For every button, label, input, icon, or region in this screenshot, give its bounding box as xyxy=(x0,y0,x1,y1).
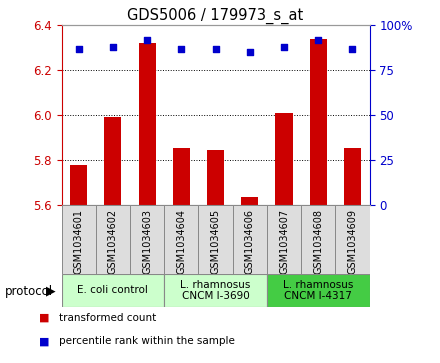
Text: L. rhamnosus
CNCM I-3690: L. rhamnosus CNCM I-3690 xyxy=(180,280,251,301)
Bar xyxy=(70,165,87,205)
Text: GSM1034602: GSM1034602 xyxy=(108,208,118,274)
Text: GSM1034606: GSM1034606 xyxy=(245,208,255,274)
Text: percentile rank within the sample: percentile rank within the sample xyxy=(59,336,235,346)
Bar xyxy=(62,205,96,274)
Bar xyxy=(96,205,130,274)
Bar xyxy=(207,150,224,205)
Bar xyxy=(241,197,258,205)
Bar xyxy=(62,274,164,307)
Bar xyxy=(233,205,267,274)
Text: protocol: protocol xyxy=(4,285,52,298)
Point xyxy=(143,37,150,43)
Bar xyxy=(275,113,293,205)
Bar xyxy=(164,274,267,307)
Point xyxy=(281,44,288,50)
Text: ■: ■ xyxy=(39,336,49,346)
Text: ■: ■ xyxy=(39,313,49,323)
Bar xyxy=(139,44,156,205)
Point xyxy=(110,44,117,50)
Text: GSM1034603: GSM1034603 xyxy=(142,208,152,274)
Point xyxy=(178,46,185,52)
Title: GDS5006 / 179973_s_at: GDS5006 / 179973_s_at xyxy=(128,8,304,24)
Bar xyxy=(173,148,190,205)
Bar xyxy=(104,118,121,205)
Text: transformed count: transformed count xyxy=(59,313,157,323)
Text: L. rhamnosus
CNCM I-4317: L. rhamnosus CNCM I-4317 xyxy=(283,280,353,301)
Bar xyxy=(335,205,370,274)
Point xyxy=(75,46,82,52)
Point xyxy=(315,37,322,43)
Bar xyxy=(130,205,164,274)
Text: ▶: ▶ xyxy=(46,285,55,298)
Text: E. coli control: E. coli control xyxy=(77,285,148,295)
Point xyxy=(349,46,356,52)
Text: GSM1034604: GSM1034604 xyxy=(176,208,187,274)
Point xyxy=(246,49,253,55)
Text: GSM1034607: GSM1034607 xyxy=(279,208,289,274)
Text: GSM1034608: GSM1034608 xyxy=(313,208,323,274)
Bar xyxy=(301,205,335,274)
Text: GSM1034605: GSM1034605 xyxy=(211,208,220,274)
Bar xyxy=(164,205,198,274)
Bar xyxy=(344,148,361,205)
Point xyxy=(212,46,219,52)
Bar xyxy=(198,205,233,274)
Bar xyxy=(310,39,327,205)
Text: GSM1034609: GSM1034609 xyxy=(348,208,357,274)
Bar xyxy=(267,205,301,274)
Text: GSM1034601: GSM1034601 xyxy=(74,208,84,274)
Bar xyxy=(267,274,370,307)
